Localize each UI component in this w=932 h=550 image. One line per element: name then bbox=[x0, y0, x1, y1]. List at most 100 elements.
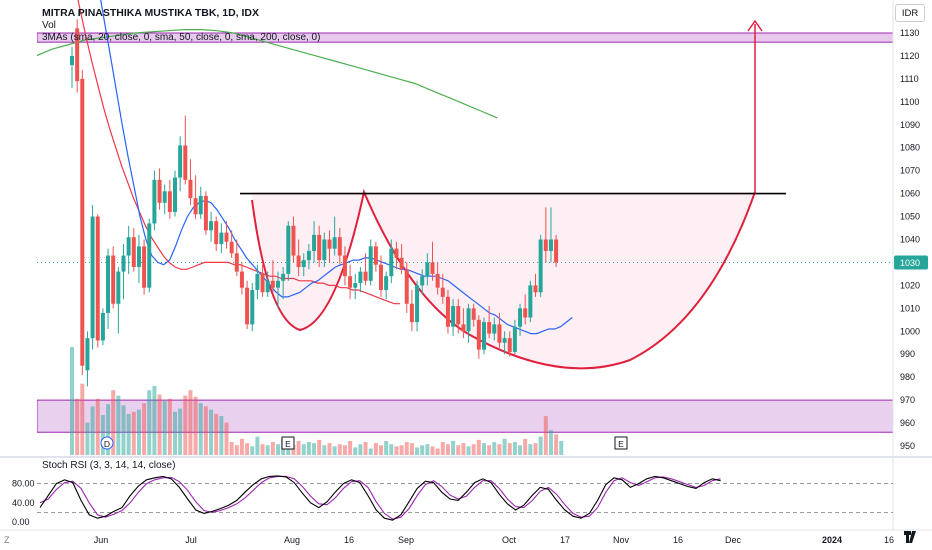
candle-body bbox=[142, 246, 147, 288]
symbol-title[interactable]: MITRA PINASTHIKA MUSTIKA TBK, 1D, IDX bbox=[42, 7, 259, 19]
rsi-axis-tick: 80.00 bbox=[12, 479, 35, 489]
volume-bar bbox=[136, 409, 141, 455]
tradingview-logo-icon[interactable] bbox=[904, 530, 922, 544]
candle-body bbox=[312, 234, 317, 251]
price-axis-tick: 1100 bbox=[900, 97, 919, 107]
candle-body bbox=[173, 177, 177, 212]
volume-bar bbox=[121, 405, 126, 455]
rsi-d-line bbox=[39, 475, 721, 520]
price-axis-tick: 1040 bbox=[900, 235, 920, 245]
candle-body bbox=[389, 248, 394, 277]
volume-bar bbox=[265, 445, 270, 455]
volume-bar bbox=[342, 445, 347, 455]
candle-body bbox=[214, 221, 219, 245]
candle-body bbox=[425, 262, 430, 277]
volume-bar bbox=[384, 440, 389, 455]
volume-bar bbox=[301, 444, 306, 455]
volume-bar bbox=[214, 413, 219, 455]
volume-bar bbox=[538, 436, 543, 455]
volume-bar bbox=[332, 446, 337, 455]
volume-bar bbox=[183, 395, 188, 455]
volume-bar bbox=[451, 440, 456, 455]
price-axis-tick: 1000 bbox=[900, 326, 920, 336]
candle-body bbox=[106, 255, 111, 313]
volume-bar bbox=[255, 436, 260, 455]
candle-body bbox=[384, 276, 389, 290]
time-axis-label: Aug bbox=[284, 535, 300, 545]
volume-bar bbox=[518, 445, 523, 455]
candle-body bbox=[554, 239, 559, 263]
volume-bar bbox=[322, 445, 327, 455]
time-axis-label: Sep bbox=[398, 535, 414, 545]
volume-bar bbox=[394, 446, 399, 455]
candle-body bbox=[70, 55, 74, 66]
volume-bar bbox=[368, 448, 373, 455]
volume-bar bbox=[389, 444, 394, 455]
candle-body bbox=[281, 273, 286, 281]
candle-body bbox=[523, 308, 528, 318]
volume-bar bbox=[142, 403, 147, 455]
candle-body bbox=[332, 237, 337, 249]
candle-body bbox=[131, 237, 136, 268]
earnings-marker bbox=[281, 436, 295, 450]
timezone-label: Z bbox=[4, 535, 10, 545]
candle-body bbox=[363, 271, 368, 281]
candle-body bbox=[265, 280, 270, 293]
volume-bar bbox=[250, 446, 255, 455]
event-marker-label: E bbox=[285, 439, 291, 449]
volume-bar bbox=[415, 447, 420, 455]
price-axis-tick: 1070 bbox=[900, 166, 920, 176]
candle-body bbox=[528, 285, 533, 318]
candle-body bbox=[348, 276, 353, 288]
moving-averages-legend[interactable]: 3MAs (sma, 20, close, 0, sma, 50, close,… bbox=[42, 32, 321, 43]
price-axis-tick: 1020 bbox=[900, 280, 920, 290]
currency-button[interactable]: IDR bbox=[895, 4, 925, 22]
candle-body bbox=[301, 260, 306, 268]
candle-body bbox=[543, 239, 548, 251]
candle-body bbox=[198, 195, 203, 215]
volume-bar bbox=[533, 443, 538, 455]
candle-body bbox=[430, 262, 435, 274]
candle-body bbox=[476, 319, 481, 350]
volume-bar bbox=[337, 444, 342, 455]
volume-bar bbox=[543, 416, 548, 455]
volume-bar bbox=[106, 404, 111, 455]
candle-body bbox=[435, 273, 440, 288]
volume-bar bbox=[487, 445, 492, 455]
volume-bar bbox=[502, 438, 507, 455]
candle-body bbox=[327, 239, 332, 249]
volume-bar bbox=[348, 440, 353, 455]
volume-legend[interactable]: Vol bbox=[42, 20, 56, 31]
volume-bar bbox=[440, 442, 445, 455]
candle-body bbox=[368, 246, 373, 281]
candle-body bbox=[136, 246, 141, 268]
rsi-axis-tick: 0.00 bbox=[12, 517, 30, 527]
candle-body bbox=[255, 273, 260, 290]
candle-body bbox=[203, 195, 208, 231]
upper-zone-box bbox=[37, 32, 893, 43]
price-axis-tick: 1110 bbox=[900, 74, 919, 84]
candle-body bbox=[95, 216, 100, 341]
volume-bar bbox=[554, 434, 559, 455]
candle-body bbox=[229, 241, 234, 254]
time-axis-label: 16 bbox=[884, 535, 894, 545]
candle-body bbox=[507, 338, 512, 352]
volume-bar bbox=[291, 445, 296, 455]
volume-bar bbox=[70, 347, 74, 455]
volume-bar bbox=[209, 409, 214, 455]
volume-bar bbox=[512, 442, 517, 455]
candle-body bbox=[167, 191, 172, 212]
volume-bar bbox=[147, 390, 152, 455]
volume-bar bbox=[528, 444, 533, 455]
stoch-rsi-legend[interactable]: Stoch RSI (3, 3, 14, 14, close) bbox=[42, 460, 176, 471]
candle-body bbox=[440, 287, 445, 297]
volume-bar bbox=[327, 443, 332, 455]
candle-body bbox=[420, 276, 425, 286]
volume-bar bbox=[152, 385, 157, 455]
rsi-k-line bbox=[39, 475, 721, 521]
candle-body bbox=[404, 269, 409, 304]
candle-body bbox=[451, 306, 456, 327]
candle-body bbox=[209, 221, 214, 231]
volume-bar bbox=[188, 390, 193, 455]
